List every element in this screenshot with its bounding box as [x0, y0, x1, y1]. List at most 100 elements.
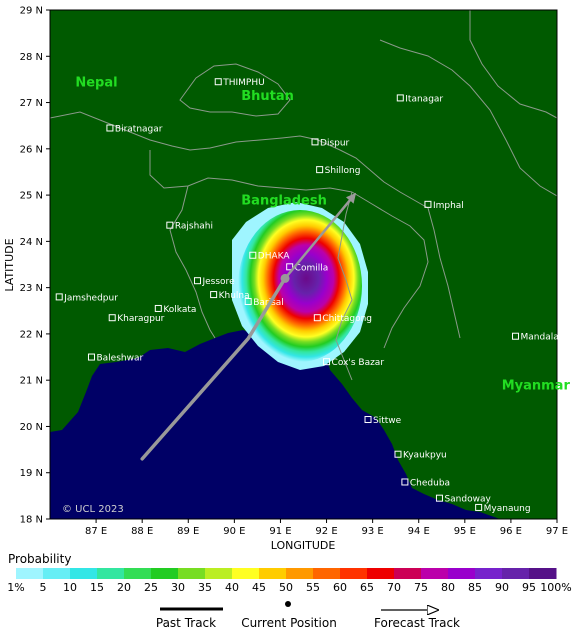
lat-tick-label: 26 N: [20, 144, 43, 155]
longitude-axis-label: LONGITUDE: [271, 539, 336, 552]
city-marker-icon: [323, 358, 331, 366]
country-label: Bangladesh: [241, 193, 327, 208]
colorbar-swatch: [151, 568, 179, 579]
colorbar-swatch: [313, 568, 341, 579]
probability-swath: [232, 202, 368, 370]
city-label: Cheduba: [410, 478, 450, 488]
colorbar-label: 35: [198, 581, 212, 594]
country-label: Bhutan: [241, 89, 294, 104]
city-marker-icon: [87, 353, 95, 361]
city-label: Kolkata: [163, 305, 196, 315]
current-position-key-dot: [285, 601, 291, 607]
lon-tick-label: 97 E: [546, 526, 568, 537]
colorbar-label: 100%: [540, 581, 571, 594]
city-label: Chittagong: [322, 314, 372, 324]
city-label: Itanagar: [405, 94, 443, 104]
current-position-dot: [280, 273, 290, 283]
legend-title: Probability: [8, 552, 71, 566]
colorbar-label: 10: [63, 581, 77, 594]
colorbar-label: 50: [279, 581, 293, 594]
colorbar-swatch: [205, 568, 233, 579]
city-label: Mandalay: [521, 333, 565, 343]
colorbar-label: 90: [495, 581, 509, 594]
colorbar-label: 20: [117, 581, 131, 594]
city-label: Rajshahi: [175, 222, 213, 232]
city-marker-icon: [435, 494, 443, 502]
lon-tick-label: 96 E: [500, 526, 522, 537]
past-track-line: [140, 276, 287, 461]
city-marker-icon: [154, 304, 162, 312]
city-label: Sittwe: [373, 416, 402, 426]
lat-tick-label: 22 N: [20, 329, 43, 340]
colorbar-swatch: [394, 568, 422, 579]
city-marker-icon: [475, 503, 483, 511]
lon-tick-label: 92 E: [315, 526, 337, 537]
current-position-key-label: Current Position: [241, 616, 337, 630]
colorbar-swatch: [178, 568, 206, 579]
city-marker-icon: [249, 251, 257, 259]
city-label: Jessore: [201, 277, 235, 287]
city-marker-icon: [214, 78, 222, 86]
map-plot-area: [50, 10, 557, 519]
city-label: THIMPHU: [222, 78, 264, 88]
latitude-axis-label: LATITUDE: [3, 238, 16, 291]
colorbar-swatch: [232, 568, 260, 579]
city-label: Dispur: [320, 138, 350, 148]
city-marker-icon: [424, 200, 432, 208]
past-track-key-label: Past Track: [156, 616, 216, 630]
lat-tick-label: 25 N: [20, 191, 43, 202]
forecast-track-key-label: Forecast Track: [374, 616, 460, 630]
colorbar-label: 75: [414, 581, 428, 594]
colorbar-label: 70: [387, 581, 401, 594]
lon-tick-label: 88 E: [131, 526, 153, 537]
plot-frame: [49, 9, 558, 520]
colorbar-swatch: [475, 568, 503, 579]
colorbar-swatch: [502, 568, 530, 579]
city-marker-icon: [313, 314, 321, 322]
city-marker-icon: [108, 314, 116, 322]
country-borders: [50, 10, 557, 381]
colorbar-label: 40: [225, 581, 239, 594]
city-marker-icon: [512, 332, 520, 340]
colorbar-label: 60: [333, 581, 347, 594]
city-label: Sandoway: [444, 495, 491, 505]
lat-tick-label: 18 N: [20, 515, 43, 526]
colorbar-swatch: [124, 568, 152, 579]
lat-tick-label: 19 N: [20, 468, 43, 479]
city-label: Baleshwar: [96, 354, 143, 364]
colorbar-swatch: [70, 568, 98, 579]
lon-tick-label: 93 E: [362, 526, 384, 537]
lon-tick-label: 95 E: [454, 526, 476, 537]
colorbar-swatch: [286, 568, 314, 579]
city-marker-icon: [166, 221, 174, 229]
colorbar-swatch: [448, 568, 476, 579]
colorbar-label: 15: [90, 581, 104, 594]
city-marker-icon: [316, 166, 324, 174]
city-marker-icon: [394, 450, 402, 458]
city-marker-icon: [286, 263, 294, 271]
colorbar-label: 1%: [7, 581, 24, 594]
country-label: Myanmar: [502, 378, 571, 393]
lon-tick-label: 94 E: [408, 526, 430, 537]
country-labels: Nepal Bhutan Bangladesh Myanmar: [75, 75, 570, 393]
colorbar-label: 65: [360, 581, 374, 594]
copyright-text: © UCL 2023: [62, 504, 124, 515]
city-label: Cox's Bazar: [332, 358, 385, 368]
city-marker-icon: [210, 291, 218, 299]
lat-tick-label: 24 N: [20, 237, 43, 248]
city-label: Khulna: [219, 291, 250, 301]
colorbar-swatch: [529, 568, 557, 579]
city-label: Myanaung: [484, 504, 531, 514]
colorbar-swatch: [340, 568, 368, 579]
colorbar-label: 85: [468, 581, 482, 594]
city-label: Shillong: [325, 166, 361, 176]
colorbar-swatch: [367, 568, 395, 579]
city-marker-icon: [55, 293, 63, 301]
lat-tick-label: 20 N: [20, 422, 43, 433]
lat-tick-label: 23 N: [20, 283, 43, 294]
city-label: DHAKA: [258, 252, 291, 262]
colorbar-label: 30: [171, 581, 185, 594]
colorbar-label: 5: [40, 581, 47, 594]
colorbar-swatch: [421, 568, 449, 579]
